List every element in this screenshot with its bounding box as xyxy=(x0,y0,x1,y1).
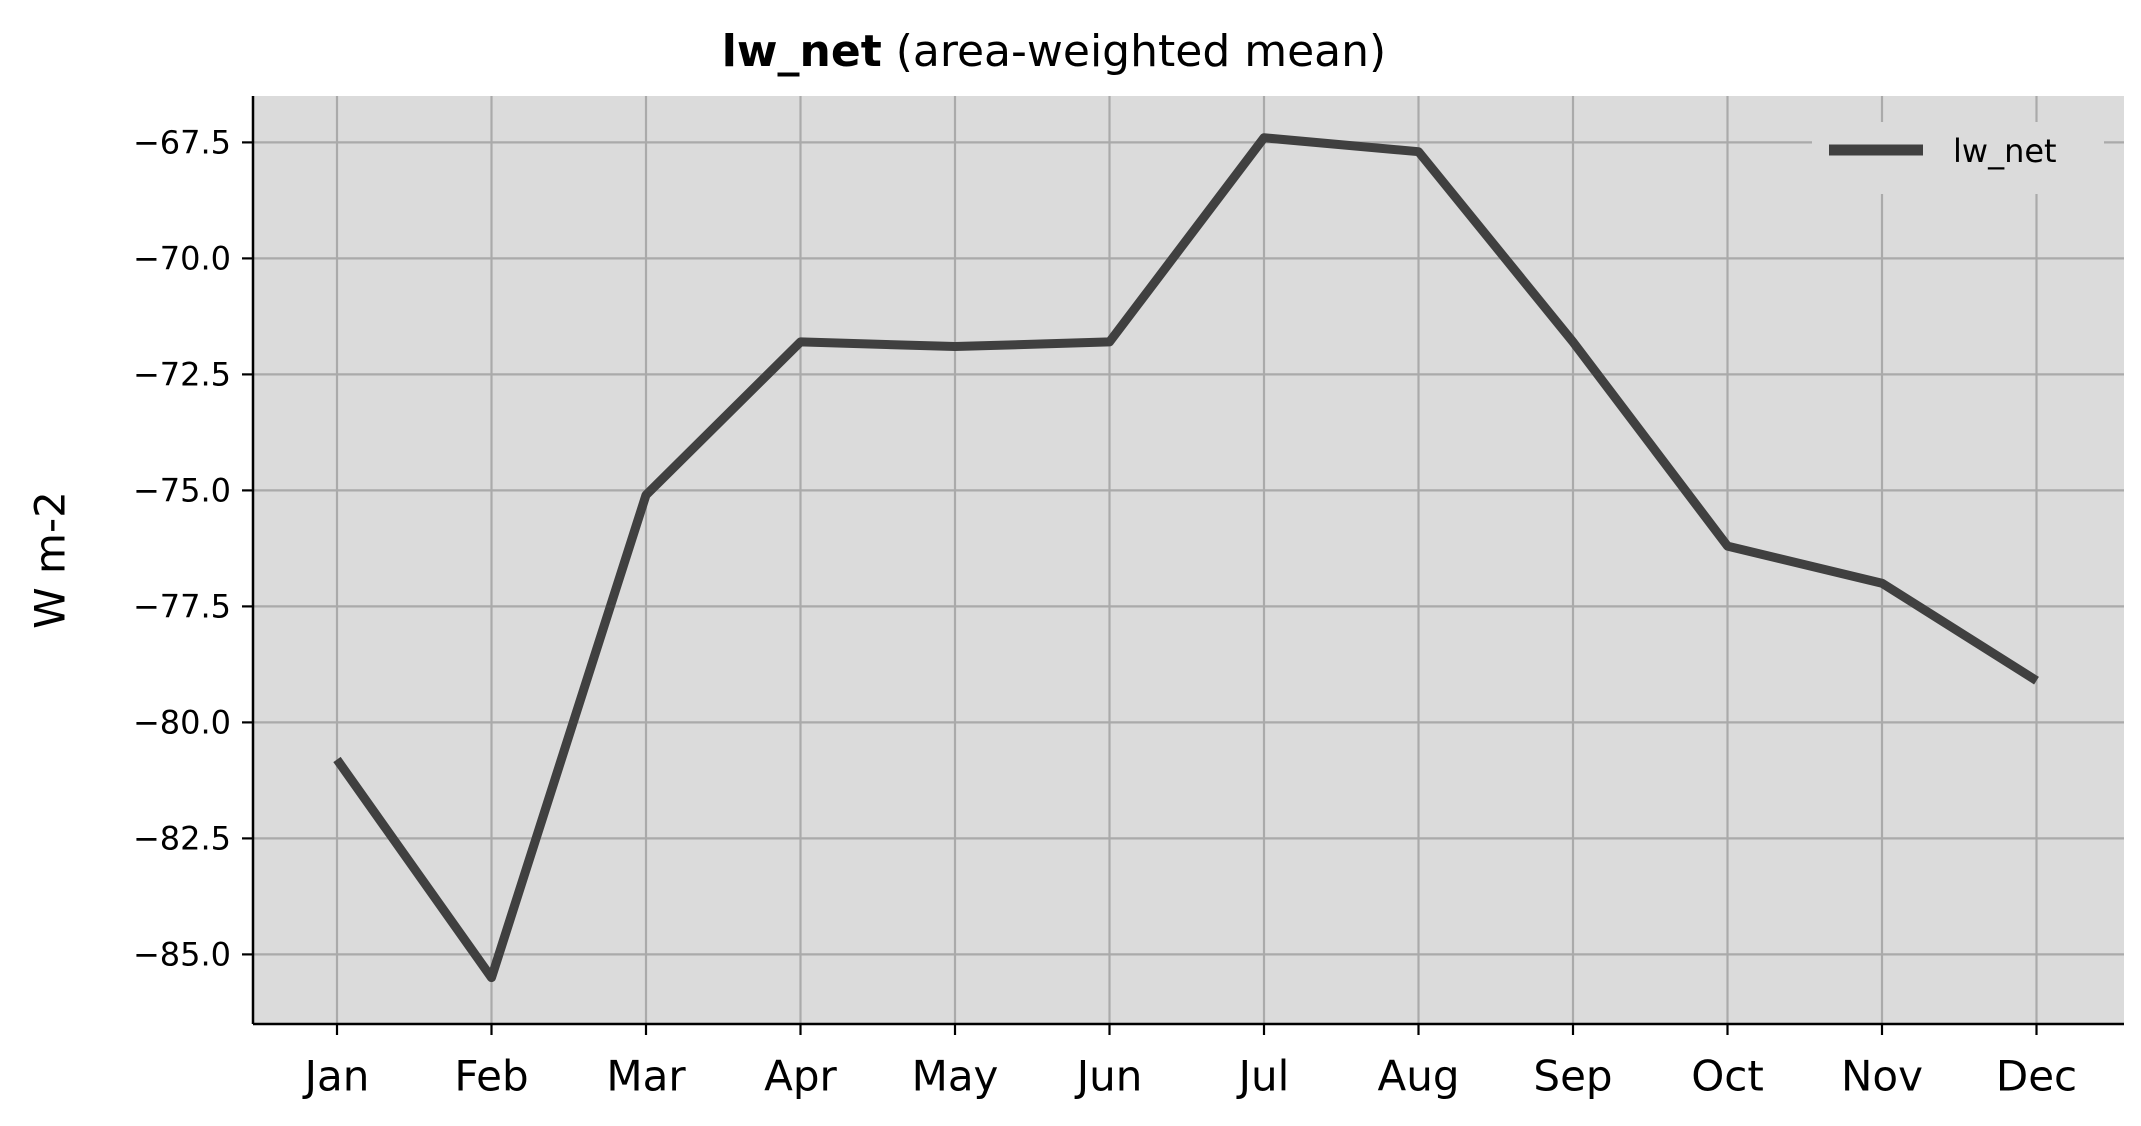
y-axis-ticks: −85.0 −82.5 −80.0 −77.5 −75.0 −72.5 −70.0 −67.5 xyxy=(133,123,253,973)
series-lines xyxy=(333,133,2039,983)
x-tick-label: Aug xyxy=(1377,1052,1459,1101)
chart-title-variable: lw_net xyxy=(722,26,882,77)
x-tick-label: Nov xyxy=(1841,1052,1923,1101)
y-tick-label: −75.0 xyxy=(133,471,231,509)
x-tick-label: Mar xyxy=(606,1052,686,1101)
y-tick-label: −80.0 xyxy=(133,703,231,741)
grid-lines xyxy=(253,96,2124,1024)
y-tick-label: −82.5 xyxy=(133,819,231,857)
y-tick-label: −77.5 xyxy=(133,587,231,625)
legend-box xyxy=(1812,122,2104,194)
y-tick-label: −67.5 xyxy=(133,123,231,161)
x-tick-label: Jul xyxy=(1236,1052,1290,1101)
x-tick-label: Apr xyxy=(764,1052,837,1101)
y-tick-label: −70.0 xyxy=(133,239,231,277)
x-axis-ticks: Jan Feb Mar Apr May Jun Jul Aug Sep Oct Nov Dec xyxy=(302,1024,2077,1101)
chart-title: lw_net (area-weighted mean) xyxy=(722,26,1386,77)
y-tick-label: −72.5 xyxy=(133,355,231,393)
series-line-lw_net xyxy=(333,133,2039,983)
legend: lw_net xyxy=(1812,122,2104,194)
y-axis-label: W m-2 xyxy=(26,491,75,629)
x-tick-label: Sep xyxy=(1533,1052,1612,1101)
y-tick-label: −85.0 xyxy=(133,935,231,973)
legend-label: lw_net xyxy=(1953,132,2057,170)
x-tick-label: Feb xyxy=(454,1052,528,1101)
x-tick-label: Jan xyxy=(302,1052,370,1101)
x-tick-label: Dec xyxy=(1996,1052,2077,1101)
x-tick-label: Oct xyxy=(1691,1052,1764,1101)
x-tick-label: May xyxy=(912,1052,999,1101)
plot-area xyxy=(253,96,2124,1024)
chart-title-rest: (area-weighted mean) xyxy=(896,26,1386,77)
x-tick-label: Jun xyxy=(1074,1052,1143,1101)
